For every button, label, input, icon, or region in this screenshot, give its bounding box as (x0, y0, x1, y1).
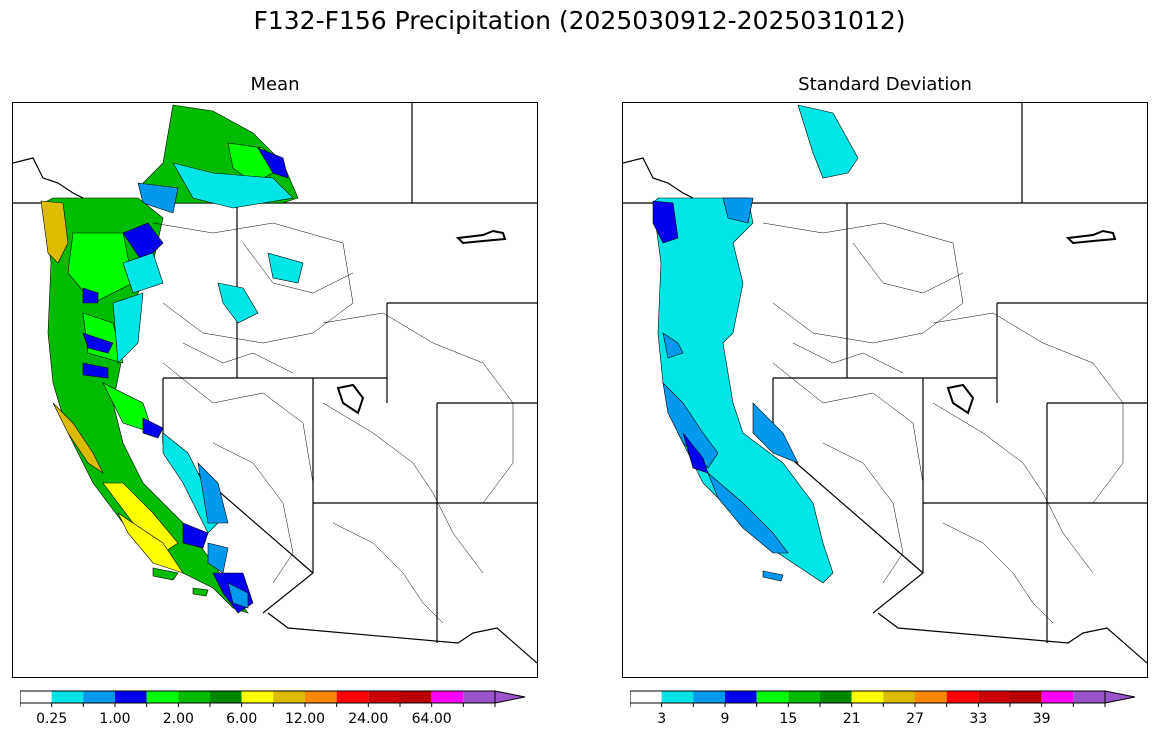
std-map (622, 102, 1148, 678)
colorbar-segment (400, 691, 432, 703)
colorbar-segment (851, 691, 884, 703)
colorbar-segment (146, 691, 179, 703)
colorbar-tick-label: 15 (779, 711, 798, 727)
colorbar-segment (693, 691, 725, 703)
colorbar-segment (788, 691, 820, 703)
colorbar-tick-label: 9 (720, 711, 730, 727)
colorbar-segment (115, 691, 147, 703)
colorbar-segment (946, 691, 979, 703)
colorbar-segment (915, 691, 947, 703)
colorbar-tick-label: 0.25 (36, 711, 68, 727)
colorbar-tick-label: 21 (842, 711, 861, 727)
colorbar-segment (431, 691, 464, 703)
colorbar-extend-arrow (1104, 690, 1136, 704)
colorbar-segment (883, 691, 915, 703)
colorbar-segment (1010, 691, 1042, 703)
figure-title: F132-F156 Precipitation (2025030912-2025… (253, 6, 906, 35)
mean-map (12, 102, 538, 678)
colorbar-tick-label: 24.00 (348, 711, 389, 727)
colorbar-tick-label: 39 (1032, 711, 1051, 727)
colorbar-tick-label: 33 (969, 711, 988, 727)
colorbar-tick-label: 27 (906, 711, 924, 727)
colorbar-segment (368, 691, 400, 703)
colorbar-tick-label: 12.00 (284, 711, 326, 727)
colorbar-extend-arrow (494, 690, 526, 704)
colorbar-segment (463, 691, 495, 703)
colorbar-segment (210, 691, 242, 703)
colorbar-segment (305, 691, 337, 703)
colorbar-tick-label: 6.00 (226, 711, 258, 727)
colorbar-segment (630, 691, 662, 703)
colorbar-tick-label: 1.00 (99, 711, 131, 727)
colorbar-segment (178, 691, 210, 703)
colorbar-segment (241, 691, 274, 703)
colorbar-segment (661, 691, 694, 703)
colorbar-segment (820, 691, 852, 703)
colorbar-segment (725, 691, 757, 703)
colorbar-tick-label: 2.00 (162, 711, 194, 727)
colorbar-segment (20, 691, 52, 703)
colorbar-segment (1041, 691, 1074, 703)
panel-title-std: Standard Deviation (798, 74, 972, 95)
panel-title-mean: Mean (250, 74, 300, 95)
colorbar-segment (273, 691, 305, 703)
colorbar-segment (978, 691, 1010, 703)
colorbar-segment (83, 691, 115, 703)
colorbar-segment (51, 691, 84, 703)
colorbar-tick-label: 3 (657, 711, 667, 727)
colorbar-segment (336, 691, 369, 703)
colorbar-tick-label: 64.00 (411, 711, 452, 727)
mean-colorbar (20, 690, 526, 707)
colorbar-segment (1073, 691, 1105, 703)
std-colorbar (630, 690, 1136, 707)
colorbar-segment (756, 691, 789, 703)
